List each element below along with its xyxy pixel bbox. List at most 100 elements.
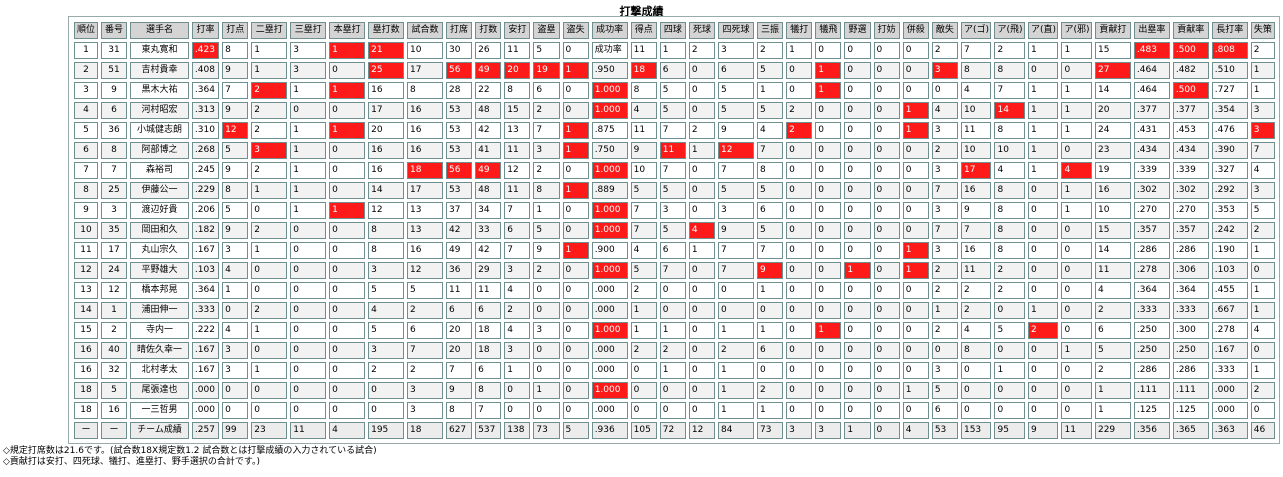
table-cell: .270	[1133, 202, 1170, 219]
table-cell: 25	[368, 62, 405, 79]
table-cell: 6	[475, 362, 502, 379]
table-cell: 0	[931, 82, 958, 99]
table-cell: 2	[931, 142, 958, 159]
table-cell: 3	[222, 362, 249, 379]
table-cell: 0	[290, 282, 327, 299]
table-cell: 7	[718, 162, 754, 179]
table-cell: 7	[222, 82, 249, 99]
footnote-contribution: ◇貢献打は安打、四死球、犠打、進塁打、野手選択の合計です。)	[3, 457, 261, 467]
table-cell: 0	[562, 302, 589, 319]
table-cell: 5	[718, 82, 754, 99]
table-cell: 6	[659, 242, 686, 259]
table-cell: 0	[630, 402, 657, 419]
table-cell: 8	[368, 222, 405, 239]
table-cell: 0	[688, 262, 716, 279]
table-cell: 0	[815, 382, 842, 399]
table-cell: 1	[815, 82, 842, 99]
table-cell: 0	[1061, 282, 1092, 299]
table-cell: .483	[1133, 42, 1170, 59]
table-cell: 8	[756, 162, 784, 179]
table-cell: 0	[844, 282, 871, 299]
table-cell: 5	[659, 102, 686, 119]
table-cell: 11	[659, 142, 686, 159]
table-cell: 1	[74, 42, 98, 59]
table-cell: 0	[222, 402, 249, 419]
table-cell: .125	[1172, 402, 1209, 419]
table-cell: 4	[960, 322, 992, 339]
table-cell: 7	[1250, 142, 1275, 159]
table-cell: .500	[1172, 42, 1209, 59]
table-cell: 5	[630, 262, 657, 279]
table-cell: 0	[290, 342, 327, 359]
table-cell: 0	[329, 162, 366, 179]
table-cell: 7	[931, 182, 958, 199]
table-cell: 0	[786, 202, 813, 219]
table-cell: .167	[1211, 342, 1248, 359]
table-cell: 18	[407, 422, 443, 439]
table-cell: 0	[844, 202, 871, 219]
table-cell: 0	[902, 202, 929, 219]
table-cell: 2	[931, 42, 958, 59]
table-cell: 2	[251, 102, 288, 119]
table-row: 11 17 丸山宗久 .167 3 1 0 0 8 16 49 42 7 9 1.900 4 6 1 7 7 0 0 0 0 1…	[74, 242, 1275, 259]
column-header: 安打	[504, 22, 531, 39]
table-cell: 16	[407, 102, 443, 119]
table-cell: 13	[74, 282, 98, 299]
table-cell: .936	[591, 422, 628, 439]
table-cell: 1	[562, 62, 589, 79]
player-name-cell: 東丸寛和	[130, 42, 189, 59]
table-cell: 4	[368, 302, 405, 319]
table-cell: 4	[994, 162, 1025, 179]
table-cell: 0	[873, 102, 900, 119]
table-cell: 8	[222, 42, 249, 59]
table-cell: 0	[1061, 382, 1092, 399]
table-cell: 7	[100, 162, 128, 179]
table-cell: 0	[873, 322, 900, 339]
table-cell: 1	[756, 82, 784, 99]
table-cell: 34	[475, 202, 502, 219]
table-cell: 0	[873, 62, 900, 79]
column-header: ア(邪)	[1061, 22, 1092, 39]
table-cell: 8	[630, 82, 657, 99]
table-cell: 17	[407, 182, 443, 199]
table-cell: 0	[873, 162, 900, 179]
table-cell: 0	[815, 402, 842, 419]
table-cell: 1	[1061, 122, 1092, 139]
table-cell: 0	[688, 402, 716, 419]
column-header: 長打率	[1211, 22, 1248, 39]
table-row: 10 35 岡田和久 .182 9 2 0 0 8 13 42 33 6 5 0 1.000 7 5 4 9 5 0 0 0 0…	[74, 222, 1275, 239]
table-cell: .333	[1211, 362, 1248, 379]
table-cell: 0	[873, 202, 900, 219]
table-cell: .222	[191, 322, 220, 339]
table-cell: .464	[1133, 82, 1170, 99]
table-cell: 0	[290, 102, 327, 119]
table-cell: 2	[1250, 382, 1275, 399]
table-cell: 1	[100, 302, 128, 319]
table-cell: 0	[786, 362, 813, 379]
table-cell: 1	[688, 242, 716, 259]
table-cell: 0	[844, 102, 871, 119]
table-cell: .808	[1211, 42, 1248, 59]
table-cell: 4	[222, 322, 249, 339]
table-cell: .000	[591, 362, 628, 379]
table-cell: 0	[873, 222, 900, 239]
table-cell: 7	[718, 242, 754, 259]
table-cell: 1	[844, 262, 871, 279]
table-cell: 3	[533, 142, 560, 159]
table-cell: 13	[504, 122, 531, 139]
table-cell: 0	[931, 342, 958, 359]
table-cell: .286	[1172, 242, 1209, 259]
table-cell: 8	[475, 382, 502, 399]
table-cell: 17	[100, 242, 128, 259]
table-cell: 0	[1061, 362, 1092, 379]
table-cell: 16	[74, 362, 98, 379]
table-cell: 9	[756, 262, 784, 279]
table-cell: 6	[718, 62, 754, 79]
table-cell: 0	[902, 182, 929, 199]
table-cell: 1	[562, 122, 589, 139]
table-cell: .434	[1133, 142, 1170, 159]
table-cell: 0	[994, 402, 1025, 419]
table-row: 6 8 阿部博之 .268 5 3 1 0 16 16 53 41 11 3 1.750 9 11 1 12 7 0 0 0…	[74, 142, 1275, 159]
table-cell: 0	[815, 362, 842, 379]
table-cell: 42	[445, 222, 473, 239]
